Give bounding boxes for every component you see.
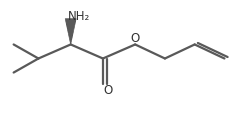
Polygon shape	[65, 19, 76, 44]
Text: O: O	[103, 84, 113, 97]
Text: NH₂: NH₂	[68, 10, 91, 24]
Text: O: O	[130, 31, 140, 45]
